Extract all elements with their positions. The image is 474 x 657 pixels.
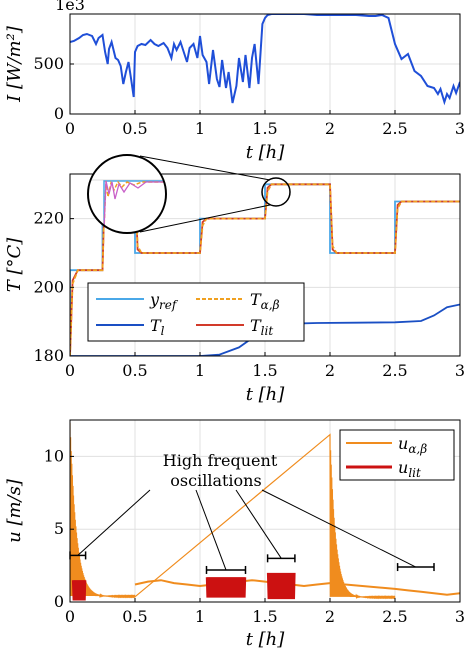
x-ticks-3: 0 0.5 1 1.5 2 2.5 3 bbox=[65, 598, 465, 626]
x-tick-label: 1 bbox=[195, 119, 205, 138]
legend-box-2 bbox=[87, 282, 305, 342]
x-tick-label: 2.5 bbox=[382, 361, 407, 380]
zoom-inset-border bbox=[87, 154, 167, 234]
x-tick-label: 0 bbox=[65, 361, 75, 380]
annotation-pointer bbox=[261, 489, 417, 568]
x-tick-label: 3 bbox=[455, 607, 465, 626]
y-axis-label-2: T [°C] bbox=[4, 237, 25, 293]
series-irradiance-line bbox=[70, 14, 460, 106]
y-tick-label: 0 bbox=[54, 592, 64, 611]
x-tick-label: 3 bbox=[455, 361, 465, 380]
legend-box-3 bbox=[339, 429, 455, 481]
y-ticks-1: 0 500 bbox=[33, 54, 74, 123]
y-tick-label: 10 bbox=[44, 446, 64, 465]
x-tick-label: 2.5 bbox=[382, 119, 407, 138]
annotation-brackets bbox=[69, 489, 435, 574]
zoom-inset-background bbox=[88, 155, 166, 233]
x-tick-label: 1.5 bbox=[252, 361, 277, 380]
panel-temperature: 0 0.5 1 1.5 2 2.5 3 180 200 220 t [h] T [°C] yre… bbox=[4, 154, 465, 405]
x-axis-label-2: t [h] bbox=[246, 384, 286, 405]
x-ticks-1: 0 0.5 1 1.5 2 2.5 3 bbox=[65, 110, 465, 138]
y-axis-label-1: I [W/m²] bbox=[4, 25, 25, 103]
x-tick-label: 1 bbox=[195, 361, 205, 380]
zoom-inset-tlit bbox=[103, 180, 166, 231]
x-tick-label: 0 bbox=[65, 119, 75, 138]
y-axis-label-3: u [m/s] bbox=[4, 478, 25, 543]
y-tick-label: 180 bbox=[33, 346, 64, 365]
legend-velocity: uα,β ulit bbox=[339, 429, 455, 481]
x-tick-label: 1 bbox=[195, 607, 205, 626]
x-tick-label: 3 bbox=[455, 119, 465, 138]
y-tick-label: 200 bbox=[33, 277, 64, 296]
x-ticks-2: 0 0.5 1 1.5 2 2.5 3 bbox=[65, 352, 465, 380]
x-tick-label: 2 bbox=[325, 361, 335, 380]
annotation-line-2: oscillations bbox=[170, 471, 261, 490]
x-axis-label-1: t [h] bbox=[246, 142, 286, 163]
x-tick-label: 1.5 bbox=[252, 607, 277, 626]
annotation-pointer bbox=[235, 489, 282, 559]
x-tick-label: 2 bbox=[325, 607, 335, 626]
series-ualphabeta-bursts bbox=[70, 422, 396, 600]
x-tick-label: 0.5 bbox=[122, 119, 147, 138]
series-ulit-band bbox=[205, 577, 247, 598]
y-ticks-3: 0 5 10 bbox=[44, 446, 74, 611]
x-tick-label: 0.5 bbox=[122, 607, 147, 626]
zoom-source-circle bbox=[261, 177, 291, 207]
y-tick-label: 500 bbox=[33, 54, 64, 73]
x-axis-label-3: t [h] bbox=[246, 629, 286, 650]
zoom-connector-top bbox=[139, 155, 271, 181]
zoom-inset-talphabeta bbox=[103, 180, 166, 231]
annotation-pointer bbox=[195, 489, 227, 571]
panel-velocity: 0 0.5 1 1.5 2 2.5 3 0 5 10 t [h] u [m/s] High fr… bbox=[4, 419, 465, 650]
series-ualphabeta-line bbox=[134, 579, 460, 596]
x-tick-label: 0.5 bbox=[122, 361, 147, 380]
legend-temperature: yref Tα,β Tl Tlit bbox=[87, 282, 305, 342]
annotation-pointer bbox=[77, 489, 151, 556]
x-tick-label: 2.5 bbox=[382, 607, 407, 626]
y-tick-label: 5 bbox=[54, 519, 64, 538]
y-exponent-label: 1e3 bbox=[55, 0, 85, 14]
oscillation-annotation: High frequent oscillations bbox=[69, 451, 435, 574]
y-tick-label: 220 bbox=[33, 209, 64, 228]
y-tick-label: 0 bbox=[54, 104, 64, 123]
series-ulit-band bbox=[71, 580, 87, 601]
x-tick-label: 1.5 bbox=[252, 119, 277, 138]
series-ulit-band bbox=[266, 572, 296, 600]
panel-irradiance: 0 0.5 1 1.5 2 2.5 3 0 500 1e3 t [h] I [W/m²] bbox=[4, 0, 465, 163]
y-ticks-2: 180 200 220 bbox=[33, 209, 74, 365]
zoom-connector-bottom bbox=[139, 204, 271, 233]
x-tick-label: 0 bbox=[65, 607, 75, 626]
annotation-line-1: High frequent bbox=[163, 451, 278, 470]
x-tick-label: 2 bbox=[325, 119, 335, 138]
